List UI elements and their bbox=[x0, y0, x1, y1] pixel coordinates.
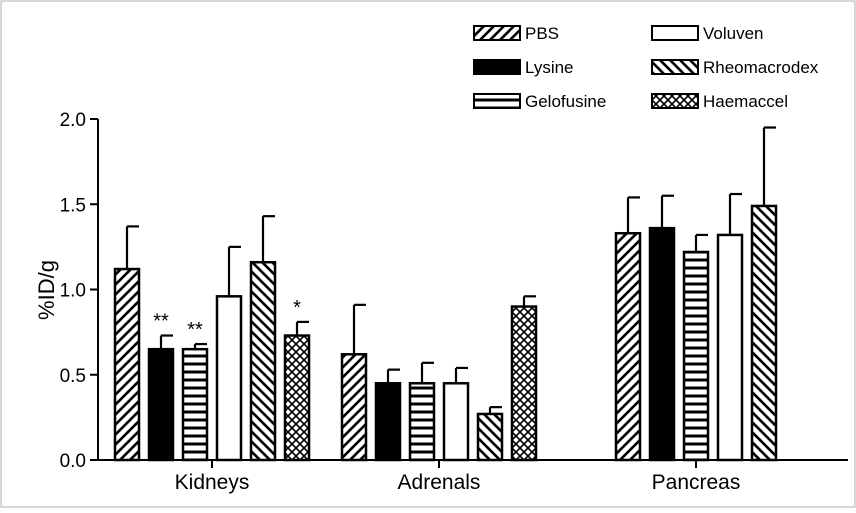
y-axis-title: %ID/g bbox=[34, 260, 59, 320]
legend-label: Gelofusine bbox=[525, 92, 606, 111]
legend-swatch-pbs bbox=[473, 25, 521, 41]
y-tick-label: 0.5 bbox=[60, 366, 86, 387]
legend-label: Voluven bbox=[703, 24, 764, 43]
significance-marker: * bbox=[293, 297, 301, 319]
y-tick-label: 1.5 bbox=[60, 195, 86, 216]
x-category-label: Kidneys bbox=[175, 471, 250, 494]
bar-gelofusine-pancreas bbox=[682, 250, 710, 462]
bar-lysine-kidneys bbox=[147, 347, 175, 462]
x-category-label: Adrenals bbox=[398, 471, 481, 494]
bar-voluven-pancreas bbox=[716, 233, 744, 462]
legend: PBS Lysine Gelofusine Voluven Rheomacrodex Ha… bbox=[473, 24, 819, 111]
bar-lysine-adrenals bbox=[374, 382, 402, 462]
bar-pbs-kidneys bbox=[113, 267, 141, 462]
bar-haemaccel-adrenals bbox=[510, 305, 538, 462]
x-category-label: Pancreas bbox=[652, 471, 741, 494]
bar-gelofusine-kidneys bbox=[181, 347, 209, 462]
bar-rheomacrodex-adrenals bbox=[476, 412, 504, 462]
legend-label: Lysine bbox=[525, 58, 574, 77]
legend-label: PBS bbox=[525, 24, 559, 43]
legend-swatch-gelofusine bbox=[473, 93, 521, 109]
legend-swatch-lysine bbox=[473, 59, 521, 75]
bar-gelofusine-adrenals bbox=[408, 382, 436, 462]
bar-voluven-kidneys bbox=[215, 295, 243, 462]
legend-swatch-haemaccel bbox=[651, 93, 699, 109]
significance-marker: ** bbox=[153, 311, 169, 333]
bar-lysine-pancreas bbox=[648, 226, 676, 462]
significance-marker: ** bbox=[187, 319, 203, 341]
y-tick-label: 2.0 bbox=[60, 110, 86, 131]
legend-swatch-rheomacrodex bbox=[651, 59, 699, 75]
legend-swatch-voluven bbox=[651, 25, 699, 41]
y-tick-label: 1.0 bbox=[60, 281, 86, 302]
legend-label: Rheomacrodex bbox=[703, 58, 819, 77]
legend-label: Haemaccel bbox=[703, 92, 788, 111]
bar-haemaccel-kidneys bbox=[283, 334, 311, 462]
bars: ** ***Kidneys Adrenals Pancreas bbox=[113, 126, 778, 494]
bar-voluven-adrenals bbox=[442, 382, 470, 462]
y-tick-label: 0.0 bbox=[60, 451, 86, 472]
bar-pbs-adrenals bbox=[340, 353, 368, 462]
bar-rheomacrodex-pancreas bbox=[750, 204, 778, 462]
bar-pbs-pancreas bbox=[614, 231, 642, 462]
bar-rheomacrodex-kidneys bbox=[249, 260, 277, 462]
